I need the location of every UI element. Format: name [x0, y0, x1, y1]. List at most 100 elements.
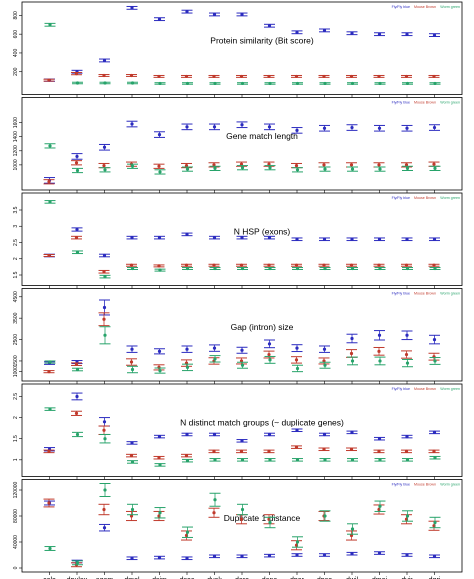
data-point-fly	[405, 32, 409, 36]
y-tick-label: 3.5	[13, 206, 19, 213]
data-point-fly	[350, 31, 354, 35]
panel-title: Duplicate 1 distance	[224, 513, 301, 523]
data-point-worm	[323, 81, 327, 86]
chart-panel-1: 200400600800celedpulexagamdmeldsimdsecdy…	[13, 1, 463, 107]
data-point-fly	[267, 342, 272, 346]
data-point-fly	[130, 236, 134, 240]
data-point-mouse	[267, 162, 271, 166]
data-point-fly	[432, 337, 437, 342]
data-point-worm	[405, 514, 410, 518]
data-point-fly	[240, 236, 244, 240]
data-point-fly	[185, 232, 189, 236]
data-point-mouse	[212, 74, 216, 79]
data-point-worm	[295, 266, 300, 271]
data-point-fly	[75, 227, 79, 232]
chart-panel-2: 1000120014001600celedpulexagamdmeldsimds…	[13, 97, 463, 202]
data-point-fly	[377, 437, 382, 441]
data-point-worm	[405, 266, 410, 271]
panel-title: Protein similarity (Bit score)	[210, 36, 314, 46]
data-point-worm	[213, 458, 217, 462]
data-point-fly	[130, 441, 134, 445]
data-point-fly	[322, 347, 327, 351]
data-point-worm	[130, 460, 135, 464]
data-point-worm	[378, 458, 382, 462]
data-point-worm	[103, 437, 107, 441]
data-point-fly	[240, 439, 244, 443]
data-point-mouse	[47, 449, 51, 453]
y-tick-label: 200	[13, 67, 19, 76]
y-tick-label: 800	[13, 11, 19, 20]
y-tick-label: 1000	[13, 366, 19, 377]
data-point-worm	[295, 168, 300, 172]
data-point-worm	[103, 168, 107, 172]
y-tick-label: 1.5	[13, 271, 19, 278]
y-tick-label: 2.5	[13, 393, 19, 400]
panel-frame	[21, 1, 463, 95]
data-point-worm	[48, 546, 52, 551]
chart-panel-6: 0 40000 80000 120000 cele dpulex agam dmel dsim d…	[13, 479, 463, 579]
data-point-worm	[213, 81, 217, 86]
data-point-worm	[295, 366, 300, 371]
data-point-worm	[48, 200, 52, 204]
y-tick-label: 2500	[13, 334, 19, 345]
data-point-fly	[185, 347, 189, 351]
data-point-worm	[158, 170, 162, 174]
data-point-mouse	[184, 74, 189, 79]
data-point-worm	[75, 250, 80, 254]
data-point-mouse	[129, 454, 134, 458]
data-point-mouse	[404, 263, 409, 267]
data-point-mouse	[377, 263, 381, 267]
data-point-fly	[185, 432, 189, 437]
data-point-worm	[350, 167, 355, 171]
data-point-fly	[102, 305, 107, 310]
data-point-worm	[103, 488, 107, 492]
data-point-fly	[295, 30, 299, 34]
data-point-mouse	[184, 163, 189, 168]
data-point-fly	[350, 237, 354, 241]
data-point-fly	[157, 556, 162, 560]
y-tick-label: 1000	[13, 159, 19, 170]
data-point-mouse	[432, 263, 436, 267]
y-tick-label: 600	[13, 30, 19, 39]
x-tick-label: dwil	[346, 577, 359, 579]
legend-entry: Mouse Brown	[414, 387, 436, 391]
data-point-fly	[377, 333, 382, 337]
legend-entry: Fly/Fly blue	[392, 196, 410, 200]
data-point-worm	[48, 23, 52, 27]
data-point-fly	[185, 556, 189, 560]
data-point-worm	[48, 407, 52, 411]
data-point-worm	[378, 167, 382, 171]
data-point-worm	[295, 81, 300, 86]
data-point-fly	[432, 554, 437, 558]
data-point-fly	[157, 434, 162, 439]
data-point-worm	[350, 81, 355, 86]
data-point-mouse	[157, 164, 161, 168]
data-point-worm	[433, 266, 437, 271]
data-point-mouse	[102, 163, 106, 168]
y-tick-label: 2	[13, 257, 19, 260]
data-point-mouse	[322, 263, 326, 267]
data-point-mouse	[294, 445, 299, 449]
legend-entry: Fly/Fly blue	[392, 292, 410, 296]
data-point-worm	[268, 81, 272, 86]
data-point-worm	[295, 540, 300, 544]
legend-entry: Fly/Fly blue	[392, 101, 410, 105]
data-point-worm	[48, 144, 52, 148]
data-point-fly	[432, 237, 437, 241]
data-point-fly	[240, 348, 244, 352]
panel-frame	[21, 479, 463, 573]
data-point-fly	[295, 237, 299, 241]
data-point-mouse	[294, 74, 299, 79]
data-point-fly	[350, 125, 354, 130]
data-point-worm	[350, 527, 355, 531]
data-point-fly	[377, 126, 382, 130]
data-point-mouse	[294, 263, 299, 267]
x-tick-label: dmoj	[372, 577, 388, 579]
y-tick-label: 1	[13, 458, 19, 461]
chart-panel-5: 11.522.5celedpulexagamdmeldsimdsecdyakde…	[13, 383, 463, 489]
data-point-mouse	[349, 74, 354, 79]
data-point-fly	[130, 347, 134, 351]
data-point-fly	[157, 132, 162, 137]
panel-frame	[21, 288, 463, 382]
